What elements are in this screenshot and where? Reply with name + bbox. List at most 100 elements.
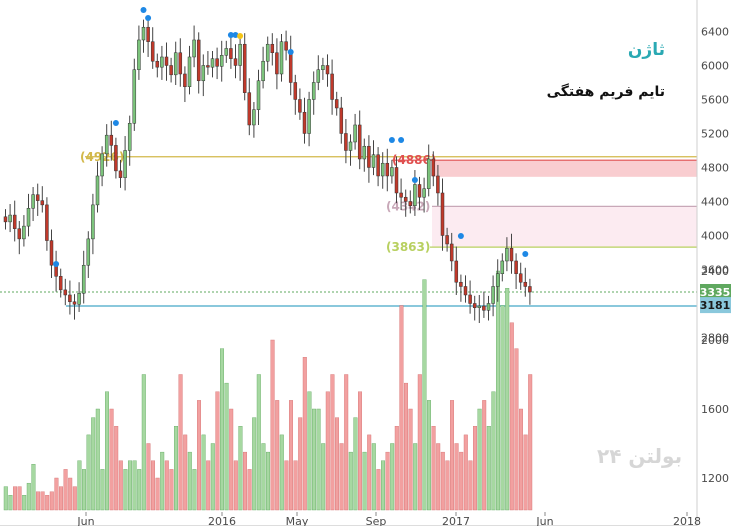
candle-body <box>91 204 95 240</box>
volume-bar <box>104 391 109 511</box>
volume-bar <box>335 417 340 511</box>
volume-bar <box>450 400 455 511</box>
volume-bar <box>440 451 445 511</box>
candle-body <box>468 294 472 304</box>
candle-body <box>183 73 187 87</box>
signal-marker <box>112 120 119 126</box>
volume-bar <box>247 469 252 511</box>
signal-marker <box>53 261 60 267</box>
candle-body <box>509 247 514 262</box>
candle-body <box>325 65 330 75</box>
signal-marker <box>411 177 418 183</box>
candle-body <box>275 52 279 75</box>
price-badge-bg <box>700 284 731 300</box>
candle-body <box>440 192 445 236</box>
candle-body <box>371 154 376 168</box>
volume-bar <box>307 391 312 511</box>
signal-marker <box>287 49 294 55</box>
candle-body <box>242 43 247 93</box>
candle-body <box>491 286 495 304</box>
price-badge-bg <box>700 297 731 314</box>
volume-bar <box>275 400 280 511</box>
time-tick-label: 2018 <box>673 515 701 526</box>
candle-body <box>86 238 91 266</box>
zones-layer <box>432 160 697 248</box>
volume-bar <box>358 391 363 511</box>
volume-bar <box>505 288 510 511</box>
volume-bar <box>169 469 174 511</box>
volume-bar <box>68 477 73 511</box>
candle-body <box>45 204 49 241</box>
signal-marker <box>227 32 234 38</box>
candle-body <box>210 58 215 68</box>
volume-bar <box>22 495 27 511</box>
candle-body <box>3 216 8 223</box>
volume-bar <box>298 417 303 511</box>
candle-body <box>141 26 146 41</box>
candle-body <box>127 123 132 151</box>
candle-body <box>293 82 298 100</box>
volume-bar <box>215 391 220 511</box>
candle-body <box>109 134 114 146</box>
volume-bar <box>523 434 528 511</box>
candle-body <box>380 162 385 177</box>
volume-bar <box>238 426 243 511</box>
volume-bar <box>514 348 519 511</box>
volume-bar <box>482 400 487 511</box>
candle-body <box>26 208 31 227</box>
candle-body <box>238 43 242 66</box>
volume-bar <box>91 417 96 511</box>
candle-body <box>132 69 137 124</box>
volume-bar <box>362 451 367 511</box>
volume-bar <box>31 464 36 511</box>
volume-bar <box>173 426 178 511</box>
candle-body <box>422 188 426 198</box>
volume-bar <box>376 469 381 511</box>
candle-body <box>49 240 54 266</box>
candle-body <box>495 273 500 287</box>
candle-body <box>173 52 178 76</box>
volume-bar <box>367 434 372 511</box>
candle-body <box>316 69 321 83</box>
candle-body <box>17 228 22 240</box>
volume-bar <box>413 443 418 511</box>
candle-body <box>362 145 367 160</box>
candle-body <box>22 225 26 240</box>
candle-body <box>477 305 482 308</box>
candle-body <box>449 243 454 262</box>
volume-bar <box>519 408 524 511</box>
volume-bar <box>26 482 31 511</box>
candle-body <box>146 26 150 42</box>
signal-marker <box>232 32 239 38</box>
candle-body <box>514 260 518 274</box>
volume-layer <box>3 270 533 511</box>
volume-bar <box>36 491 41 511</box>
candle-body <box>150 41 155 62</box>
volume-bar <box>210 443 215 511</box>
volume-bar <box>528 374 533 511</box>
candle-body <box>523 281 528 287</box>
volume-bar <box>325 391 330 511</box>
zone-0 <box>432 160 697 177</box>
candle-body <box>288 49 293 83</box>
volume-bar <box>408 408 413 511</box>
price-tick-label: 2800 <box>701 331 729 344</box>
candle-body <box>104 134 109 155</box>
volume-bar <box>127 460 132 511</box>
price-tick-label: 5200 <box>701 127 729 140</box>
volume-bar <box>187 451 192 511</box>
candle-body <box>219 55 224 67</box>
volume-bar <box>146 443 151 511</box>
volume-bar <box>270 339 275 511</box>
volume-bar <box>459 451 464 511</box>
candle-body <box>114 145 118 172</box>
candle-body <box>403 196 408 202</box>
candle-body <box>321 65 325 70</box>
candle-body <box>307 99 311 134</box>
volume-bar <box>81 469 86 511</box>
candle-body <box>137 39 141 70</box>
volume-bar <box>40 491 45 511</box>
volume-bar <box>344 374 349 511</box>
